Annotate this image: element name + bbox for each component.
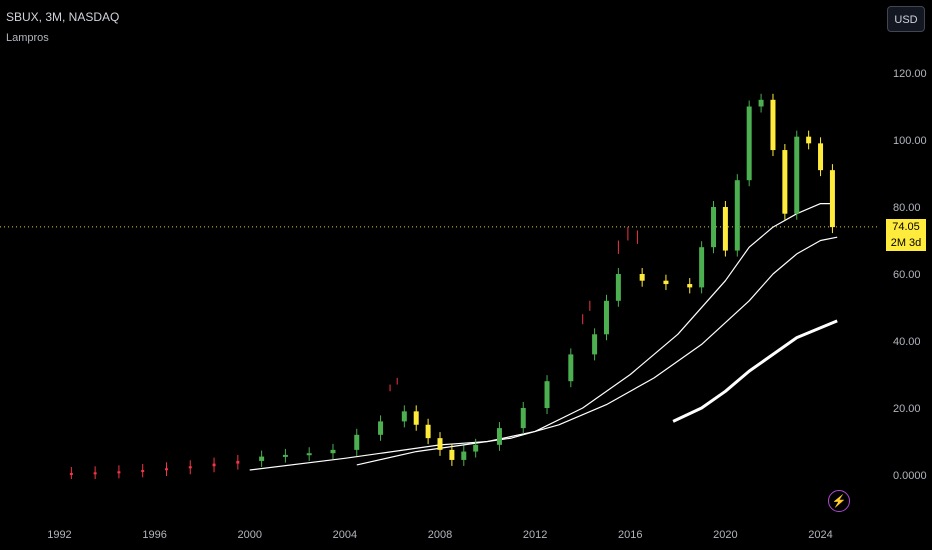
ma-medium-line	[356, 236, 838, 466]
y-tick-label: 20.00	[893, 403, 921, 415]
currency-button[interactable]: USD	[887, 6, 925, 32]
x-tick-label: 2016	[618, 529, 642, 541]
ma-fast-line	[249, 203, 833, 471]
x-tick-label: 2020	[713, 529, 737, 541]
y-tick-label: 120.00	[893, 68, 927, 80]
y-tick-label: 80.00	[893, 202, 921, 214]
x-tick-label: 2000	[237, 529, 261, 541]
y-tick-label: 0.0000	[893, 470, 927, 482]
x-tick-label: 1992	[47, 529, 71, 541]
ma-slow-line	[672, 319, 838, 423]
x-tick-label: 2008	[428, 529, 452, 541]
symbol-title: SBUX, 3M, NASDAQ	[6, 10, 120, 24]
x-tick-label: 2024	[808, 529, 832, 541]
lightning-icon[interactable]: ⚡	[828, 490, 850, 512]
y-tick-label: 100.00	[893, 135, 927, 147]
current-price-badge: 74.05	[886, 218, 926, 235]
x-tick-label: 2012	[523, 529, 547, 541]
x-tick-label: 1996	[142, 529, 166, 541]
y-tick-label: 60.00	[893, 269, 921, 281]
indicator-label[interactable]: Lampros	[6, 32, 49, 44]
x-tick-label: 2004	[333, 529, 357, 541]
bar-countdown-badge: 2M 3d	[886, 234, 926, 251]
y-tick-label: 40.00	[893, 336, 921, 348]
